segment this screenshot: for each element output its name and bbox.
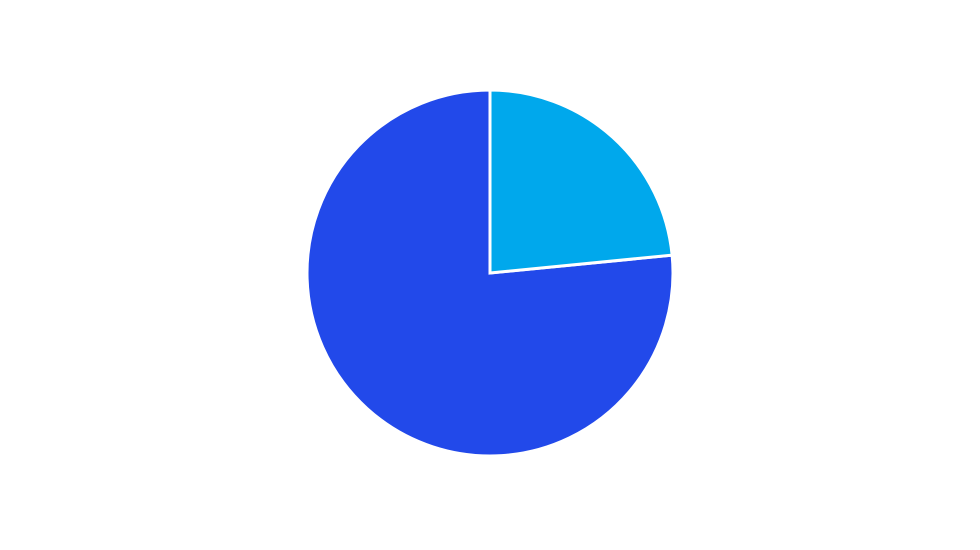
pie-slice[interactable]: Slice 2: 23.4% [488, 88, 674, 275]
pie-slice-group: Slice 1: 76.6%Slice 2: 23.4% [305, 88, 675, 458]
